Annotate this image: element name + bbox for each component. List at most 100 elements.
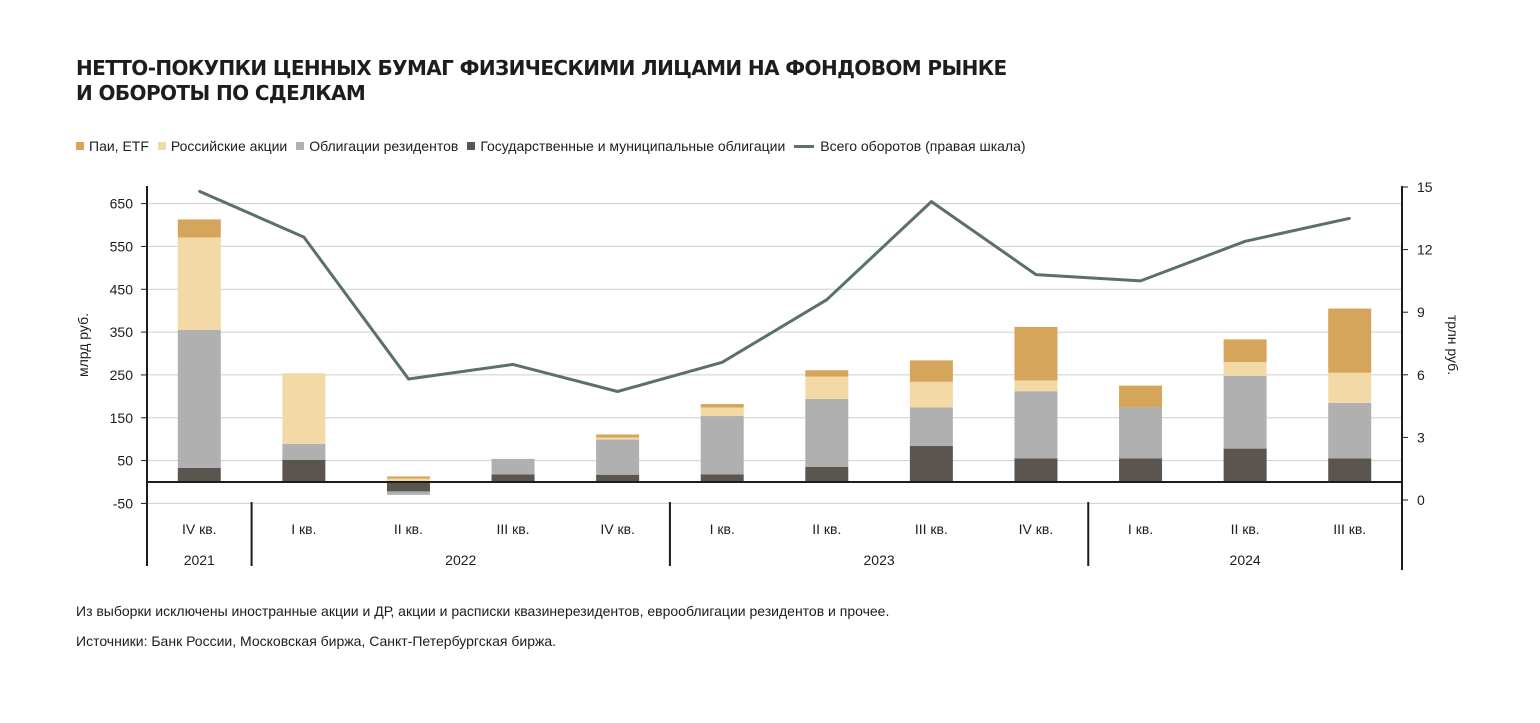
turnover-point [721, 361, 724, 364]
x-tick-label: II кв. [1231, 521, 1260, 537]
bar-segment [282, 459, 326, 482]
bar-segment [177, 329, 221, 468]
bar-segment [1328, 458, 1372, 482]
x-tick-label: I кв. [291, 521, 316, 537]
y-tick-label-left: 350 [110, 324, 134, 340]
bar-segment [596, 474, 640, 482]
bar-segment [596, 439, 640, 475]
bar-segment [596, 434, 640, 438]
y-tick-label-left: 250 [110, 367, 134, 383]
bar-segment [491, 458, 535, 475]
legend-item-resident-bonds: Облигации резидентов [296, 138, 458, 154]
turnover-point [1348, 217, 1351, 220]
bar-segment [909, 381, 953, 408]
legend-swatch-russian-shares [157, 142, 166, 150]
bar-segment [1223, 339, 1267, 363]
turnover-point [616, 390, 619, 393]
y-tick-label-right: 0 [1417, 492, 1425, 508]
chart-title: НЕТТО-ПОКУПКИ ЦЕННЫХ БУМАГ ФИЗИЧЕСКИМИ Л… [76, 56, 1176, 106]
chart-title-line-1: НЕТТО-ПОКУПКИ ЦЕННЫХ БУМАГ ФИЗИЧЕСКИМИ Л… [76, 56, 1007, 80]
year-label: 2023 [864, 552, 895, 568]
legend-item-funds: Паи, ETF [76, 138, 149, 154]
bar-segment [1119, 458, 1163, 482]
note-exclusions: Из выборки исключены иностранные акции и… [76, 603, 890, 619]
year-label: 2022 [445, 552, 476, 568]
turnover-line [198, 189, 1351, 393]
bar-segment [1223, 375, 1267, 449]
legend-item-total-turnover: Всего оборотов (правая шкала) [794, 138, 1026, 154]
y-tick-label-left: 50 [117, 453, 133, 469]
legend-label-gov-bonds: Государственные и муниципальные облигаци… [480, 138, 786, 154]
x-tick-label: I кв. [710, 521, 735, 537]
turnover-point [511, 363, 515, 366]
legend-label-resident-bonds: Облигации резидентов [309, 138, 459, 154]
legend-label-funds: Паи, ETF [89, 138, 149, 154]
legend-swatch-resident-bonds [296, 142, 305, 150]
legend-swatch-funds [76, 142, 84, 150]
bar-segment [386, 482, 430, 492]
x-tick-label: II кв. [812, 521, 841, 537]
legend-label-russian-shares: Российские акции [170, 138, 288, 154]
bar-segment [909, 407, 953, 447]
legend-line-total-turnover [794, 144, 815, 148]
year-label: 2024 [1230, 552, 1261, 568]
y-tick-label-right: 6 [1417, 367, 1425, 383]
bar-segment [805, 398, 849, 468]
y-tick-label-right: 12 [1417, 242, 1433, 258]
x-tick-label: IV кв. [182, 521, 217, 537]
turnover-point [930, 200, 933, 203]
x-tick-label: IV кв. [600, 521, 635, 537]
bar-segment [386, 491, 430, 495]
bar-segment [1014, 391, 1058, 459]
turnover-point [1243, 240, 1247, 243]
bar-segment [177, 237, 221, 330]
bar-segment [1119, 407, 1163, 459]
y-tick-label-right: 9 [1417, 304, 1425, 320]
bar-segment [1014, 326, 1058, 381]
bar-segment [909, 360, 953, 382]
y-axis-title-left: млрд руб. [75, 313, 91, 377]
y-axis-title-right: трлн руб. [1445, 315, 1461, 375]
x-tick-label: III кв. [915, 521, 948, 537]
bar-segment [700, 404, 744, 408]
bar-segment [805, 370, 849, 377]
bar-segment [1223, 448, 1267, 482]
bar-segment [1014, 458, 1058, 482]
turnover-point [1034, 273, 1038, 276]
bar-segment [386, 476, 430, 479]
bar-segment [177, 219, 221, 238]
bar-segment [1014, 380, 1058, 392]
bar-segment [805, 467, 849, 482]
bar-segment [805, 376, 849, 399]
turnover-point [825, 298, 828, 301]
turnover-point [407, 377, 410, 381]
legend-item-gov-bonds: Государственные и муниципальные облигаци… [467, 138, 785, 154]
bar-segment [700, 416, 744, 475]
y-tick-label-left: -50 [113, 495, 133, 511]
turnover-point [302, 235, 306, 239]
bar-segment [596, 437, 640, 440]
bar-segment [1328, 402, 1372, 459]
x-tick-label: II кв. [394, 521, 423, 537]
chart-title-line-2: И ОБОРОТЫ ПО СДЕЛКАМ [76, 81, 366, 105]
bar-segment [909, 446, 953, 482]
y-tick-label-left: 650 [110, 196, 134, 212]
turnover-point [1139, 279, 1142, 283]
legend-swatch-gov-bonds [467, 142, 476, 150]
legend-label-total-turnover: Всего оборотов (правая шкала) [820, 138, 1026, 154]
x-tick-label: III кв. [497, 521, 530, 537]
y-tick-label-right: 3 [1417, 429, 1425, 445]
bar-segment [1119, 385, 1163, 408]
bar-segment [700, 474, 744, 482]
bar-segment [1328, 372, 1372, 403]
y-tick-label-left: 550 [110, 238, 134, 254]
x-tick-label: I кв. [1128, 521, 1153, 537]
bar-segment [386, 478, 430, 482]
y-tick-label-right: 15 [1417, 179, 1433, 195]
note-sources: Источники: Банк России, Московская биржа… [76, 633, 557, 649]
bar-segment [700, 407, 744, 417]
bar-segment [282, 443, 326, 460]
x-tick-label: III кв. [1333, 521, 1366, 537]
bar-segment [491, 474, 535, 482]
